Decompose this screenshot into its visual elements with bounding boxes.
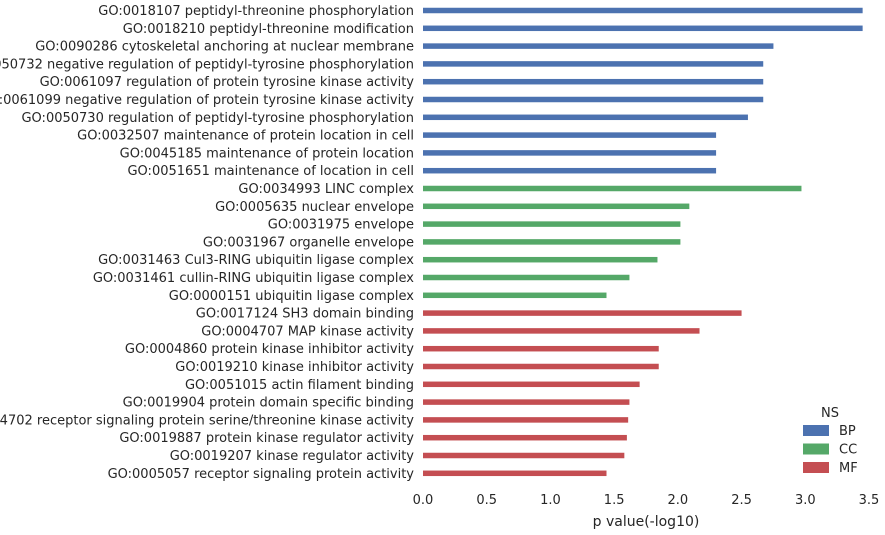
- bar-7: [423, 114, 748, 121]
- x-tick-label-4: 1.5: [604, 493, 625, 508]
- legend-swatch-mf: [803, 462, 829, 473]
- bar-10: [423, 167, 717, 174]
- bar-11: [423, 185, 802, 192]
- category-label-6: GO:0061099 negative regulation of protei…: [0, 93, 414, 108]
- legend-swatch-cc: [803, 443, 829, 455]
- bar-23: [423, 399, 630, 405]
- category-label-23: GO:0019904 protein domain specific bindi…: [123, 396, 414, 411]
- category-label-17: GO:0000151 ubiquitin ligase complex: [169, 289, 415, 304]
- bar-8: [423, 132, 717, 138]
- category-label-11: GO:0034993 LINC complex: [238, 182, 414, 197]
- category-label-21: GO:0019210 kinase inhibitor activity: [175, 360, 414, 375]
- x-tick-labels: 0.0 0.5 1.0 1.5 2.0 2.5 3.0 3.5: [413, 493, 880, 508]
- x-tick-label-5: 2.0: [668, 493, 689, 508]
- category-label-14: GO:0031967 organelle envelope: [203, 235, 414, 250]
- legend-label-cc: CC: [839, 443, 857, 458]
- bar-1: [423, 7, 863, 14]
- bar-4: [423, 61, 764, 67]
- bar-18: [423, 310, 742, 316]
- category-label-2: GO:0018210 peptidyl-threonine modificati…: [123, 22, 414, 37]
- category-label-19: GO:0004707 MAP kinase activity: [201, 324, 414, 339]
- category-label-13: GO:0031975 envelope: [268, 218, 414, 233]
- category-label-3: GO:0090286 cytoskeletal anchoring at nuc…: [35, 40, 414, 55]
- bar-17: [423, 292, 607, 299]
- category-label-22: GO:0051015 actin filament binding: [185, 378, 414, 393]
- bar-15: [423, 256, 658, 263]
- category-label-26: GO:0019207 kinase regulator activity: [170, 449, 415, 464]
- x-tick-label-1: 0.0: [413, 493, 434, 508]
- category-label-4: GO:0050732 negative regulation of peptid…: [0, 57, 414, 72]
- category-label-12: GO:0005635 nuclear envelope: [215, 200, 414, 215]
- category-label-20: GO:0004860 protein kinase inhibitor acti…: [125, 342, 414, 357]
- category-labels: GO:0018107 peptidyl-threonine phosphoryl…: [0, 4, 414, 482]
- bar-2: [423, 25, 863, 32]
- bars: [423, 7, 863, 477]
- category-label-16: GO:0031461 cullin-RING ubiquitin ligase …: [93, 271, 414, 286]
- category-label-25: GO:0019887 protein kinase regulator acti…: [119, 431, 414, 446]
- legend-label-mf: MF: [839, 461, 858, 476]
- x-tick-label-7: 3.0: [795, 493, 816, 508]
- legend: NS BP CC MF: [803, 406, 858, 476]
- category-label-10: GO:0051651 maintenance of location in ce…: [127, 164, 414, 179]
- bar-26: [423, 452, 625, 459]
- bar-27: [423, 470, 607, 477]
- bar-12: [423, 203, 690, 210]
- category-label-15: GO:0031463 Cul3-RING ubiquitin ligase co…: [98, 253, 414, 268]
- bar-24: [423, 417, 629, 423]
- bar-6: [423, 96, 764, 103]
- category-label-7: GO:0050730 regulation of peptidyl-tyrosi…: [21, 111, 414, 126]
- category-label-5: GO:0061097 regulation of protein tyrosin…: [40, 75, 415, 90]
- bar-5: [423, 78, 764, 85]
- category-label-9: GO:0045185 maintenance of protein locati…: [120, 146, 414, 161]
- bar-25: [423, 434, 627, 441]
- bar-14: [423, 239, 681, 245]
- bar-16: [423, 274, 630, 281]
- bar-13: [423, 221, 681, 227]
- legend-label-bp: BP: [839, 424, 856, 439]
- x-axis-label: p value(-log10): [593, 514, 700, 530]
- category-label-18: GO:0017124 SH3 domain binding: [196, 307, 414, 322]
- category-label-1: GO:0018107 peptidyl-threonine phosphoryl…: [98, 4, 414, 19]
- bar-9: [423, 150, 717, 156]
- bar-3: [423, 43, 774, 49]
- x-tick-label-6: 2.5: [731, 493, 752, 508]
- category-label-24: GO:0004702 receptor signaling protein se…: [0, 413, 414, 428]
- bar-20: [423, 345, 659, 352]
- category-label-8: GO:0032507 maintenance of protein locati…: [77, 129, 414, 144]
- x-tick-label-2: 0.5: [476, 493, 497, 508]
- legend-swatch-bp: [803, 425, 829, 436]
- legend-title: NS: [821, 406, 839, 421]
- x-tick-label-3: 1.0: [540, 493, 561, 508]
- bar-19: [423, 328, 700, 334]
- category-label-27: GO:0005057 receptor signaling protein ac…: [108, 467, 415, 482]
- bar-21: [423, 363, 659, 370]
- x-tick-label-8: 3.5: [859, 493, 880, 508]
- bar-22: [423, 381, 640, 388]
